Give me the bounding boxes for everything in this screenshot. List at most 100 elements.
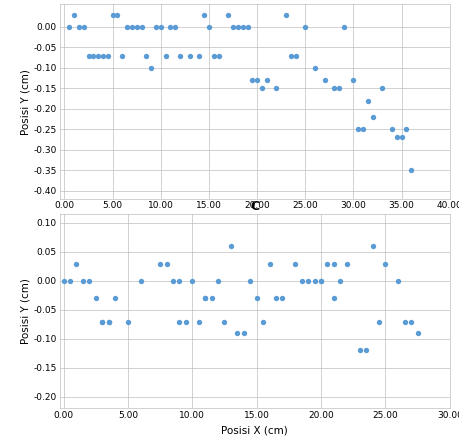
Point xyxy=(234,329,241,337)
Point xyxy=(152,24,160,31)
Point xyxy=(189,278,196,285)
Point xyxy=(298,278,305,285)
Point xyxy=(66,278,73,285)
Point xyxy=(157,260,164,267)
Point xyxy=(321,76,328,83)
Point xyxy=(244,24,251,31)
Point xyxy=(112,295,119,302)
Point xyxy=(343,260,351,267)
Point xyxy=(330,295,338,302)
Point xyxy=(403,126,410,133)
Point xyxy=(104,52,112,59)
Point xyxy=(253,76,261,83)
Point xyxy=(336,85,343,92)
Point xyxy=(118,52,126,59)
Point xyxy=(355,126,362,133)
Point xyxy=(79,278,86,285)
Point xyxy=(234,24,241,31)
Point xyxy=(137,278,145,285)
Point xyxy=(246,278,254,285)
Point xyxy=(86,278,93,285)
Point xyxy=(114,11,121,18)
X-axis label: Posisi X (cm): Posisi X (cm) xyxy=(221,426,288,436)
Point xyxy=(282,11,290,18)
Point xyxy=(317,278,325,285)
Point xyxy=(240,329,247,337)
Point xyxy=(215,52,222,59)
Point xyxy=(249,76,256,83)
Point xyxy=(214,278,222,285)
Point xyxy=(324,260,331,267)
Point xyxy=(176,318,183,325)
Point xyxy=(263,76,270,83)
Point xyxy=(176,52,184,59)
Point xyxy=(227,242,235,250)
Point xyxy=(393,134,401,141)
Point xyxy=(162,52,169,59)
Point xyxy=(311,64,319,71)
Point xyxy=(330,260,338,267)
Point xyxy=(302,24,309,31)
Point xyxy=(292,52,299,59)
Point xyxy=(408,318,415,325)
Y-axis label: Posisi Y (cm): Posisi Y (cm) xyxy=(21,278,31,344)
Point xyxy=(253,295,260,302)
Point xyxy=(73,260,80,267)
Point xyxy=(205,24,213,31)
Point xyxy=(395,278,402,285)
Point xyxy=(279,295,286,302)
Point xyxy=(128,24,135,31)
Point xyxy=(364,97,372,104)
Point xyxy=(186,52,193,59)
Point xyxy=(99,318,106,325)
Point xyxy=(124,318,132,325)
Point xyxy=(379,85,386,92)
Point xyxy=(201,11,208,18)
Point xyxy=(272,295,280,302)
Point xyxy=(66,24,73,31)
Point xyxy=(401,318,409,325)
Point xyxy=(304,278,312,285)
Point xyxy=(163,260,170,267)
Point xyxy=(99,52,106,59)
Point xyxy=(172,24,179,31)
Point xyxy=(176,278,183,285)
Point xyxy=(196,52,203,59)
Point xyxy=(239,24,246,31)
Point xyxy=(143,52,150,59)
Point xyxy=(287,52,295,59)
Point xyxy=(195,318,202,325)
Point xyxy=(414,329,421,337)
Point xyxy=(70,11,78,18)
Point xyxy=(291,260,299,267)
Point xyxy=(123,24,131,31)
Point xyxy=(208,295,215,302)
Point xyxy=(157,24,164,31)
Point xyxy=(109,11,116,18)
Point xyxy=(99,318,106,325)
Point xyxy=(182,318,190,325)
Point xyxy=(369,113,376,120)
Point xyxy=(147,64,155,71)
Point xyxy=(75,24,83,31)
Point xyxy=(337,278,344,285)
Point xyxy=(388,126,396,133)
Point xyxy=(85,52,92,59)
Point xyxy=(210,52,218,59)
Point xyxy=(224,11,232,18)
Text: C: C xyxy=(250,200,259,213)
Point xyxy=(202,295,209,302)
Point xyxy=(167,24,174,31)
Point xyxy=(363,347,370,354)
Point xyxy=(317,278,325,285)
Y-axis label: Posisi Y (cm): Posisi Y (cm) xyxy=(21,69,31,135)
Point xyxy=(340,24,347,31)
Point xyxy=(105,318,112,325)
Point xyxy=(350,76,357,83)
Point xyxy=(259,318,267,325)
Point xyxy=(95,52,102,59)
Point xyxy=(356,347,364,354)
Point xyxy=(80,24,87,31)
Point xyxy=(266,260,273,267)
Point xyxy=(359,126,367,133)
